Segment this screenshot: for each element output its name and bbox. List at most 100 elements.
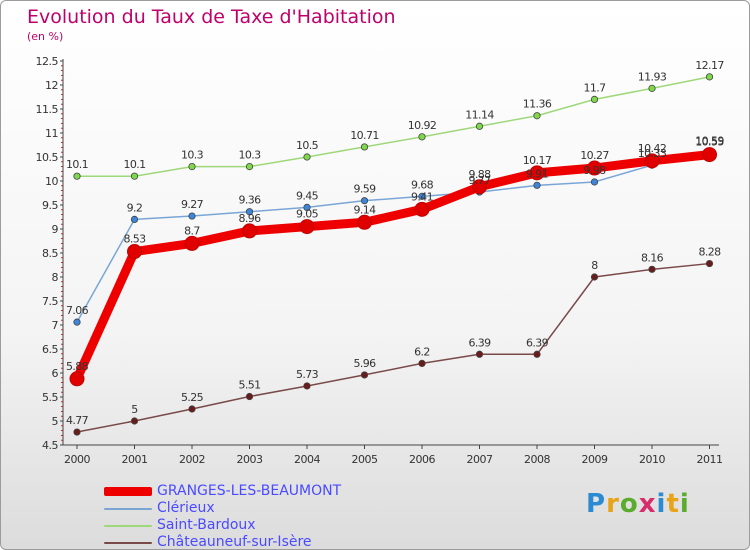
- data-point: [245, 208, 254, 216]
- legend-label-chateauneuf: Châteauneuf-sur-Isère: [157, 534, 312, 550]
- data-label: 11.14: [465, 108, 494, 121]
- data-label: 9.05: [296, 208, 319, 221]
- data-label: 10.71: [350, 129, 379, 142]
- y-tick-label: 10: [45, 175, 58, 188]
- data-point: [360, 197, 369, 205]
- chart-title: Evolution du Taux de Taxe d'Habitation: [27, 6, 396, 28]
- y-tick-label: 7.5: [42, 295, 58, 308]
- logo-letter: o: [619, 489, 639, 519]
- data-label: 9.88: [468, 168, 491, 181]
- series-lines: [72, 76, 714, 433]
- logo-letter: r: [606, 489, 620, 519]
- data-point: [705, 73, 714, 81]
- legend-label-clerieux: Clérieux: [157, 500, 215, 516]
- data-point: [533, 350, 541, 358]
- data-label: 11.7: [583, 81, 606, 94]
- data-label: 9.68: [411, 178, 434, 191]
- data-point: [130, 172, 139, 180]
- legend-label-saint-bardoux: Saint-Bardoux: [157, 517, 256, 533]
- data-point: [303, 382, 311, 390]
- data-label: 9.36: [238, 194, 261, 207]
- unit-label: (en %): [27, 30, 64, 43]
- data-point: [184, 235, 200, 251]
- data-label: 5.51: [238, 379, 260, 392]
- x-tick-label: 2002: [179, 453, 205, 466]
- data-point: [418, 192, 426, 200]
- data-point: [648, 84, 656, 92]
- legend-swatch-granges: [104, 487, 152, 496]
- data-point: [130, 215, 139, 223]
- legend-swatch-clerieux: [104, 508, 152, 510]
- data-label: 8.53: [123, 233, 146, 246]
- data-point: [472, 179, 487, 195]
- y-tick-label: 5: [52, 415, 59, 428]
- legend-swatch-chateauneuf: [104, 542, 152, 544]
- data-label: 10.3: [238, 149, 261, 162]
- data-point: [533, 181, 541, 189]
- data-point: [475, 122, 484, 130]
- data-point: [360, 371, 369, 379]
- y-tick-label: 9: [52, 223, 59, 236]
- data-point: [414, 201, 430, 217]
- data-label: 5: [131, 403, 138, 416]
- data-label: 9.27: [181, 198, 204, 211]
- data-label: 9.98: [583, 164, 606, 177]
- data-label: 10.27: [580, 149, 609, 162]
- data-label: 10.5: [296, 139, 319, 152]
- data-point: [73, 428, 81, 436]
- data-point: [529, 165, 545, 181]
- y-tick-label: 11.5: [36, 103, 59, 116]
- data-label: 9.2: [127, 201, 143, 214]
- data-label: 10.92: [408, 119, 437, 132]
- data-label: 12.17: [695, 59, 724, 72]
- x-tick-label: 2011: [697, 453, 723, 466]
- data-point: [303, 153, 311, 161]
- data-label: 8.7: [184, 224, 200, 237]
- data-label: 6.2: [414, 345, 430, 358]
- data-label: 9.45: [296, 189, 319, 202]
- series-line: [72, 150, 714, 384]
- y-tick-label: 5.5: [42, 391, 58, 404]
- data-label: 9.41: [411, 190, 433, 203]
- x-tick-label: 2009: [582, 453, 608, 466]
- data-label: 9.91: [526, 167, 548, 180]
- data-label: 6.39: [468, 336, 491, 349]
- y-tick-label: 7: [52, 319, 59, 332]
- proxiti-logo: Proxiti: [586, 489, 690, 519]
- x-tick-label: 2010: [639, 453, 665, 466]
- data-label: 5.73: [296, 368, 319, 381]
- data-label: 6.39: [526, 336, 549, 349]
- x-tick-label: 2004: [294, 453, 320, 466]
- data-label: 11.93: [638, 70, 667, 83]
- y-tick-label: 6.5: [42, 343, 58, 356]
- data-point: [590, 95, 599, 104]
- x-tick-label: 2008: [524, 453, 550, 466]
- series-line: [76, 151, 711, 323]
- data-point: [590, 178, 599, 186]
- data-label: 9.77: [468, 174, 491, 187]
- data-point: [299, 219, 315, 235]
- logo-letter: t: [666, 489, 680, 519]
- y-axis-ticks: 4.5 5 5.5 6 6.5 7 7.5 8 8.5 9 9.5 10 10.5 11 11.5 12 12.…: [36, 55, 63, 452]
- data-point: [73, 318, 81, 326]
- data-label: 10.1: [66, 158, 88, 171]
- y-tick-label: 4.5: [42, 439, 58, 452]
- data-label: 10.1: [123, 158, 145, 171]
- data-point: [705, 259, 714, 268]
- data-point: [127, 244, 142, 260]
- data-label: 8.28: [698, 246, 721, 259]
- data-point: [242, 223, 257, 239]
- series-line: [76, 76, 711, 177]
- data-label: 8.16: [641, 251, 664, 264]
- data-label: 7.06: [66, 304, 89, 317]
- logo-letter: i: [679, 489, 690, 519]
- data-point: [360, 143, 369, 151]
- y-tick-label: 11: [45, 127, 58, 140]
- data-point: [587, 160, 602, 176]
- data-point: [188, 163, 196, 171]
- x-tick-label: 2003: [237, 453, 263, 466]
- x-tick-label: 2006: [409, 453, 435, 466]
- data-label: 5.25: [181, 391, 204, 404]
